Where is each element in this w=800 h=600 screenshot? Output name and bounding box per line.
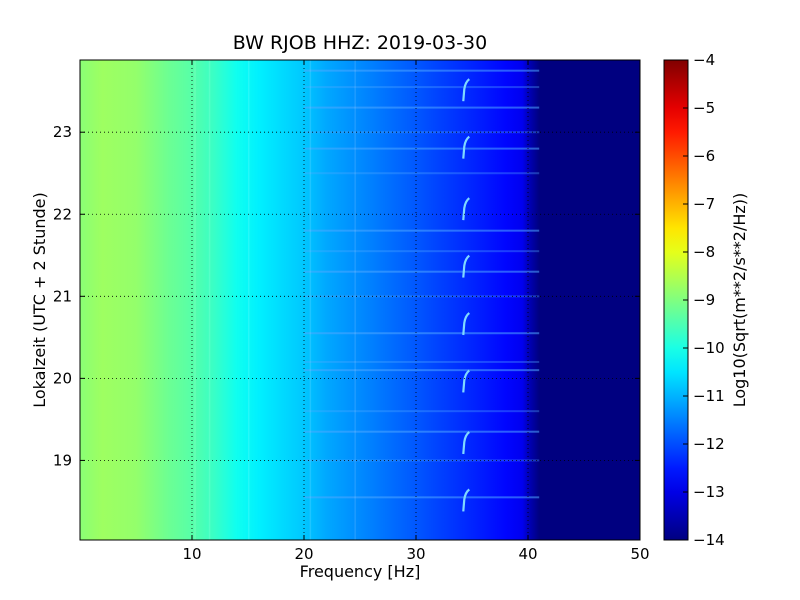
y-axis-label: Lokalzeit (UTC + 2 Stunde) xyxy=(30,192,49,407)
plot-area xyxy=(80,60,640,540)
time-streak xyxy=(304,86,540,89)
time-streak xyxy=(304,69,540,72)
spectrogram-image xyxy=(80,60,640,540)
time-streak xyxy=(304,369,540,372)
time-streak xyxy=(304,459,540,462)
time-streak xyxy=(304,360,540,363)
colorbar-tick-label: −13 xyxy=(693,483,725,501)
x-tick-label: 50 xyxy=(630,545,649,563)
frequency-streak xyxy=(194,60,196,540)
time-streak xyxy=(304,106,540,109)
time-streak xyxy=(304,332,540,335)
x-axis-ticks: 10 20 30 40 50 xyxy=(182,60,650,563)
chart-title: BW RJOB HHZ: 2019-03-30 xyxy=(233,32,487,54)
colorbar-ticks: −4 −5 −6 −7 −8 −9 −10 −11 −12 −13 −14 xyxy=(683,51,725,549)
time-streak xyxy=(304,147,540,150)
frequency-streak xyxy=(248,60,250,540)
time-streak xyxy=(304,410,540,413)
plot-frame xyxy=(79,59,641,541)
hook-mark xyxy=(462,135,470,159)
frequency-streak xyxy=(208,60,211,540)
x-axis-label: Frequency [Hz] xyxy=(300,562,421,581)
time-streaks xyxy=(194,60,540,540)
time-streak xyxy=(304,250,540,253)
colorbar-tick-label: −8 xyxy=(693,243,715,261)
time-streak xyxy=(304,496,540,499)
hook-mark xyxy=(462,488,470,512)
hook-mark xyxy=(462,197,470,221)
y-axis-ticks: 19 20 21 22 23 xyxy=(53,123,640,469)
x-tick-label: 20 xyxy=(294,545,313,563)
colorbar-tick-label: −5 xyxy=(693,99,715,117)
time-streak xyxy=(304,229,540,232)
colorbar: −4 −5 −6 −7 −8 −9 −10 −11 −12 −13 −14 Log10(Sqrt(m… xyxy=(663,51,749,549)
colorbar-tick-label: −6 xyxy=(693,147,715,165)
colorbar-tick-label: −14 xyxy=(693,531,725,549)
hook-marks xyxy=(462,78,470,512)
y-tick-label: 20 xyxy=(53,369,72,387)
time-streak xyxy=(304,172,540,175)
x-tick-label: 30 xyxy=(406,545,425,563)
time-streak xyxy=(304,270,540,273)
y-tick-label: 22 xyxy=(53,205,72,223)
y-tick-label: 23 xyxy=(53,123,72,141)
frequency-streak xyxy=(354,60,356,540)
y-tick-label: 19 xyxy=(53,451,72,469)
time-streak xyxy=(304,295,540,298)
hook-mark xyxy=(462,254,470,278)
hook-mark xyxy=(462,369,470,393)
hook-mark xyxy=(462,312,470,336)
colorbar-tick-label: −9 xyxy=(693,291,715,309)
colorbar-tick-label: −10 xyxy=(693,339,725,357)
time-streak xyxy=(304,131,540,134)
colorbar-tick-label: −7 xyxy=(693,195,715,213)
x-tick-label: 40 xyxy=(518,545,537,563)
colorbar-tick-label: −4 xyxy=(693,51,715,69)
grid-lines xyxy=(80,60,640,540)
colorbar-label: Log10(Sqrt(m**2/s**2/Hz)) xyxy=(730,193,749,408)
time-streak xyxy=(304,430,540,433)
hook-mark xyxy=(462,431,470,455)
hook-mark xyxy=(462,78,470,102)
x-tick-label: 10 xyxy=(182,545,201,563)
frequency-streak xyxy=(309,60,312,540)
colorbar-tick-label: −11 xyxy=(693,387,725,405)
colorbar-tick-label: −12 xyxy=(693,435,725,453)
y-tick-label: 21 xyxy=(53,287,72,305)
